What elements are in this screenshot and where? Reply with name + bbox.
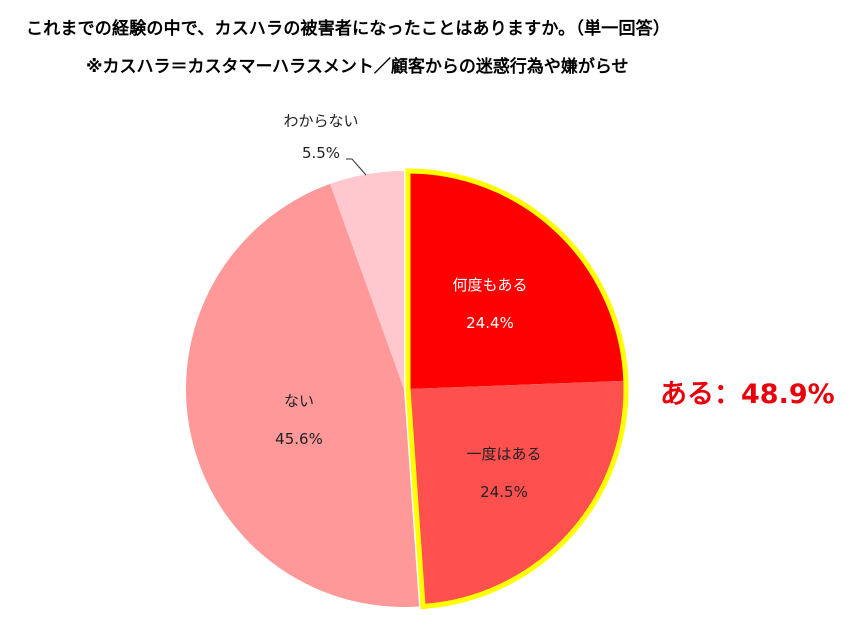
- slice-category-label: ない: [284, 392, 314, 410]
- pie-labels: 何度もある 24.4% 一度はある 24.5% ない 45.6% わからない 5.5%: [275, 112, 541, 501]
- pie-slice-4: [330, 171, 404, 389]
- pie-slice-3: [185, 183, 420, 608]
- slice-value-label: 24.5%: [480, 483, 528, 501]
- slice-category-label: 一度はある: [466, 445, 541, 463]
- chart-title: これまでの経験の中で、カスハラの被害者になったことはありますか。（単一回答）: [26, 19, 671, 39]
- pie-slices: [185, 168, 629, 610]
- highlight-border: [405, 168, 629, 610]
- pie-slice-2: [408, 380, 627, 607]
- leader-line: [346, 158, 367, 176]
- slice-value-label: 5.5%: [302, 144, 340, 162]
- highlight-total-label: ある：48.9%: [660, 379, 835, 410]
- slice-value-label: 24.4%: [466, 314, 514, 332]
- slice-category-label: わからない: [283, 112, 358, 130]
- slice-value-label: 45.6%: [275, 430, 323, 448]
- slice-category-label: 何度もある: [452, 276, 527, 294]
- pie-slice-1: [408, 171, 626, 389]
- chart-subtitle: ※カスハラ＝カスタマーハラスメント／顧客からの迷惑行為や嫌がらせ: [86, 57, 629, 77]
